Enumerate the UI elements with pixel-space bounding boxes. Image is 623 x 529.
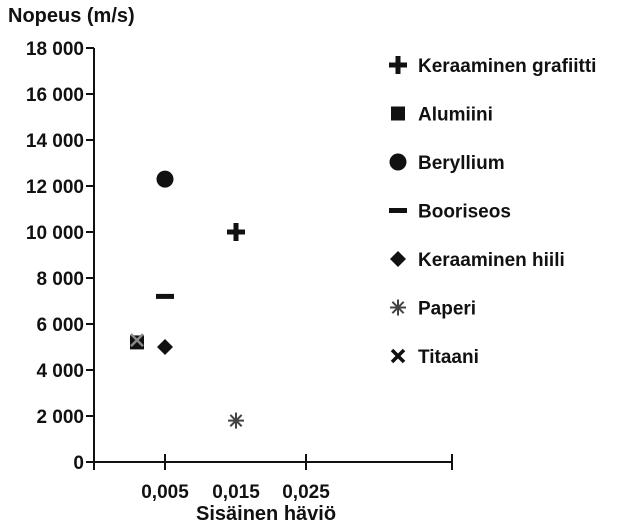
y-tick-label: 12 000 xyxy=(26,177,84,198)
legend-label: Booriseos xyxy=(418,202,511,223)
x-tick-label: 0,025 xyxy=(282,482,330,503)
y-tick-label: 0 xyxy=(73,453,84,474)
x-tick-label: 0,005 xyxy=(141,482,189,503)
x-tick-label: 0,015 xyxy=(212,482,260,503)
legend-marker-circle xyxy=(389,153,407,171)
y-tick-label: 8 000 xyxy=(36,269,84,290)
legend-label: Alumiini xyxy=(418,105,493,126)
data-point-asterisk xyxy=(228,412,244,429)
legend-marker-dash xyxy=(389,208,407,213)
legend-label: Paperi xyxy=(418,299,476,320)
y-tick-label: 2 000 xyxy=(36,407,84,428)
legend-label: Keraaminen hiili xyxy=(418,250,565,271)
y-tick-label: 18 000 xyxy=(26,39,84,60)
x-axis-title: Sisäinen häviö xyxy=(196,503,337,525)
data-point-cross xyxy=(130,333,144,347)
data-point-square xyxy=(130,335,144,350)
data-point-diamond xyxy=(157,339,173,355)
y-tick-label: 4 000 xyxy=(36,361,84,382)
legend-marker-asterisk xyxy=(390,299,406,316)
legend-label: Titaani xyxy=(418,347,479,368)
y-tick-label: 14 000 xyxy=(26,131,84,152)
y-tick-label: 6 000 xyxy=(36,315,84,336)
y-tick-label: 16 000 xyxy=(26,85,84,106)
y-axis-title: Nopeus (m/s) xyxy=(8,5,135,27)
legend-label: Keraaminen grafiitti xyxy=(418,56,596,77)
legend-marker-diamond xyxy=(390,251,406,267)
data-point-circle xyxy=(156,170,174,188)
data-point-dash xyxy=(156,293,174,299)
legend-marker-square xyxy=(391,106,405,121)
legend-label: Beryllium xyxy=(418,153,505,174)
legend-marker-cross xyxy=(390,348,406,364)
data-point-plus xyxy=(227,223,245,241)
y-tick-label: 10 000 xyxy=(26,223,84,244)
legend-marker-plus xyxy=(389,56,407,74)
